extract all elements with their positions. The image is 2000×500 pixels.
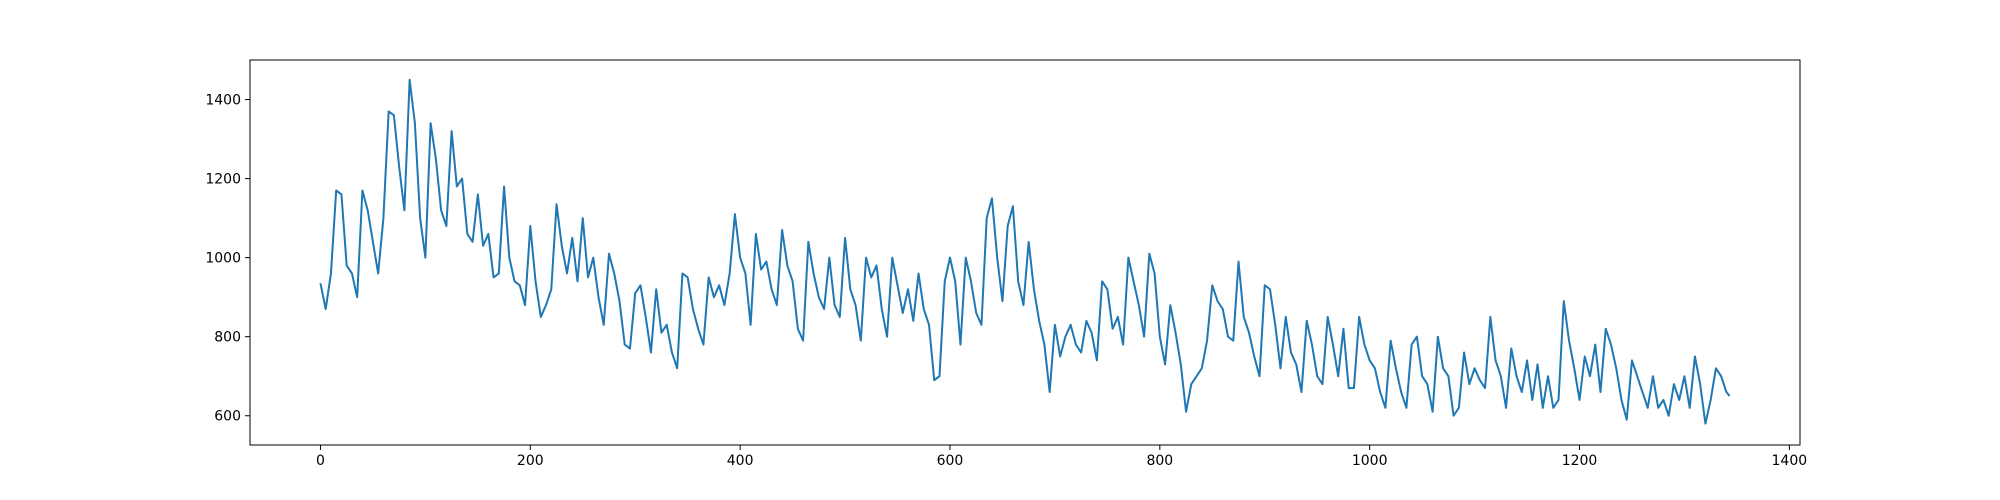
x-tick-label: 600	[937, 453, 964, 469]
x-tick-label: 800	[1146, 453, 1173, 469]
y-tick-label: 600	[214, 409, 241, 425]
y-tick-label: 1400	[205, 93, 241, 109]
y-tick-label: 1000	[205, 251, 241, 267]
x-tick-label: 1200	[1562, 453, 1598, 469]
axes-frame	[249, 59, 1801, 446]
y-tick-label: 1200	[205, 172, 241, 188]
x-tick-label: 1000	[1352, 453, 1388, 469]
y-tick-label: 800	[214, 330, 241, 346]
x-tick-label: 400	[727, 453, 754, 469]
x-tick-label: 200	[517, 453, 544, 469]
data-line	[319, 78, 1731, 425]
x-tick-label: 1400	[1772, 453, 1808, 469]
x-tick-label: 0	[316, 453, 325, 469]
